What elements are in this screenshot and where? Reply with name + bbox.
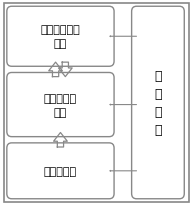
Text: 第二无线收发
模块: 第二无线收发 模块	[41, 25, 80, 49]
Text: 肯温传感器: 肯温传感器	[44, 166, 77, 176]
FancyBboxPatch shape	[7, 7, 114, 67]
Text: 单片机控制
系统: 单片机控制 系统	[44, 93, 77, 117]
FancyBboxPatch shape	[7, 143, 114, 199]
FancyBboxPatch shape	[132, 7, 184, 199]
Text: 电
源
模
块: 电 源 模 块	[154, 70, 162, 136]
FancyBboxPatch shape	[7, 73, 114, 137]
